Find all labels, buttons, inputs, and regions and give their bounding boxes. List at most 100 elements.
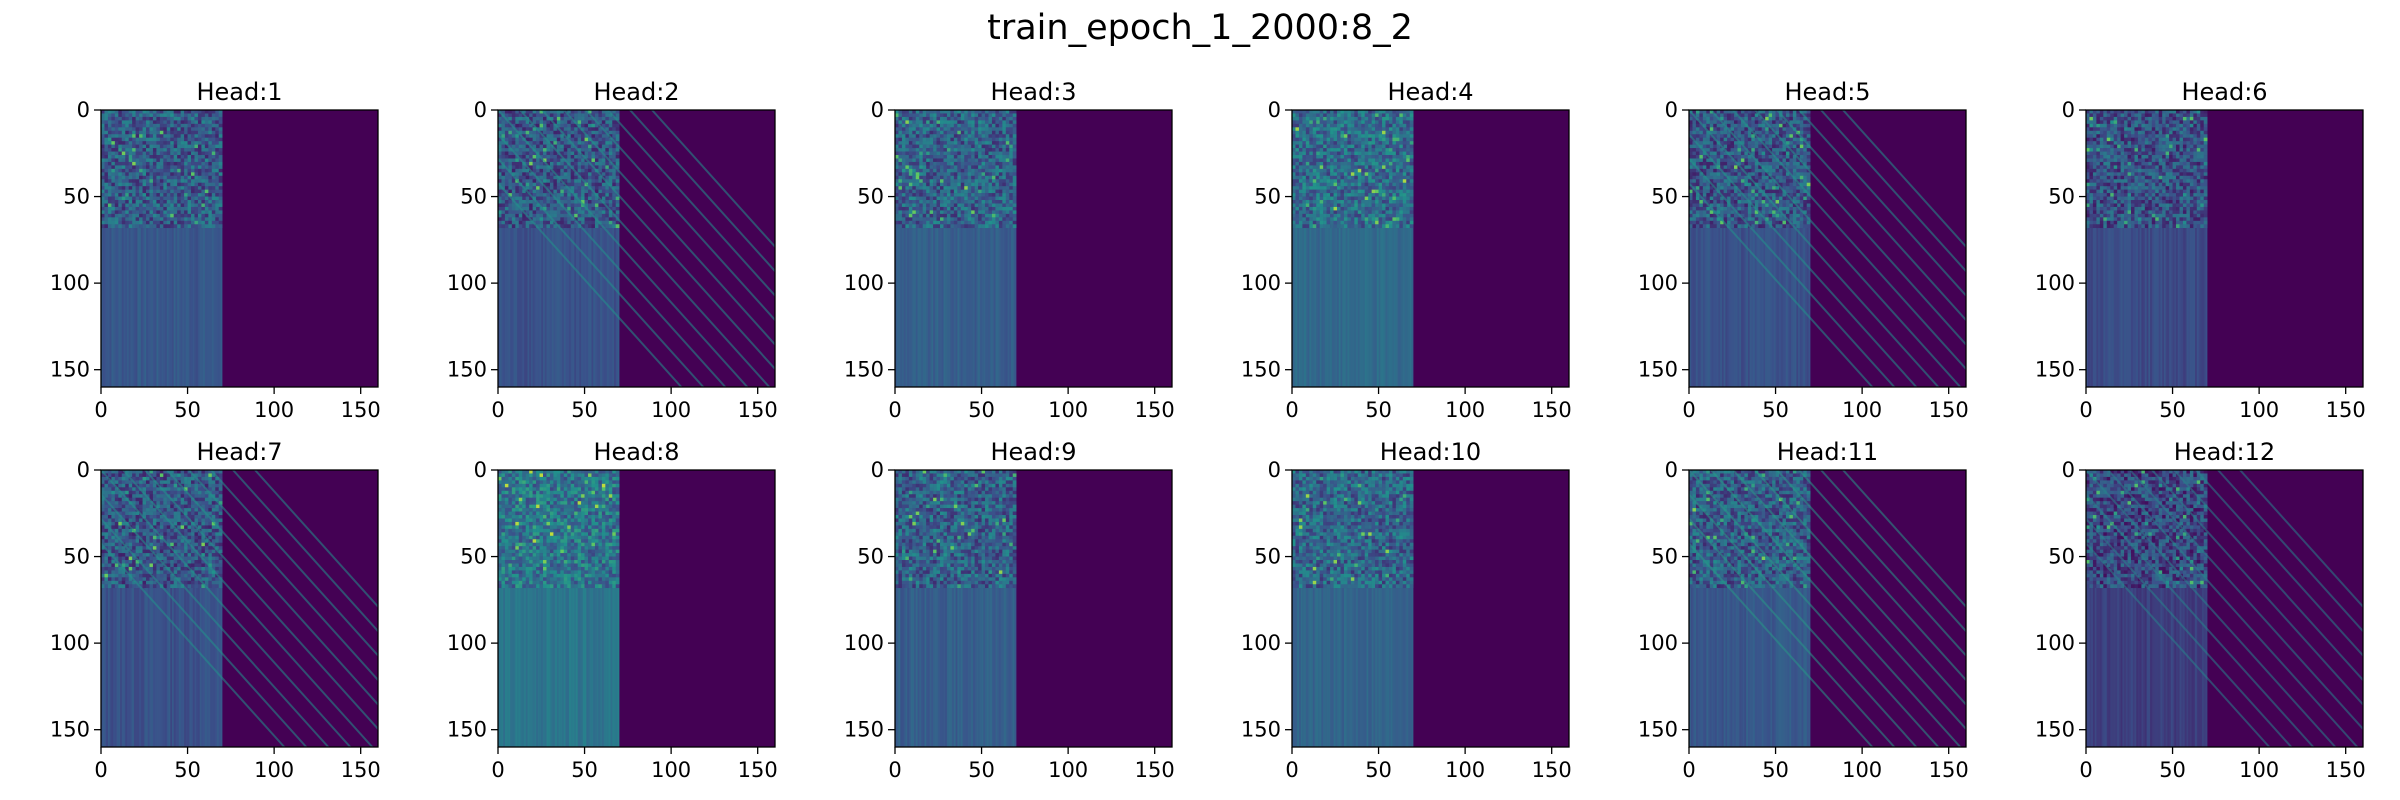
heatmap-cell bbox=[1330, 116, 1334, 121]
heatmap-cell bbox=[933, 220, 937, 225]
heatmap-cell bbox=[1378, 137, 1383, 142]
heatmap-column-streak bbox=[919, 227, 922, 387]
heatmap-cell bbox=[1395, 158, 1400, 163]
heatmap-cell bbox=[950, 141, 955, 145]
heatmap-cell bbox=[104, 186, 109, 190]
heatmap-column-streak bbox=[1307, 227, 1310, 387]
heatmap-cell bbox=[518, 161, 523, 166]
heatmap-cell bbox=[563, 137, 568, 142]
heatmap-cell bbox=[156, 123, 161, 128]
heatmap-cell bbox=[922, 123, 927, 128]
heatmap-cell bbox=[184, 206, 188, 211]
heatmap-cell bbox=[971, 217, 975, 222]
heatmap-cell bbox=[978, 120, 982, 125]
heatmap-cell bbox=[905, 155, 910, 159]
heatmap-cell bbox=[159, 155, 164, 159]
heatmap-cell bbox=[929, 127, 934, 132]
heatmap-cell bbox=[985, 120, 989, 125]
heatmap-cell bbox=[608, 224, 613, 229]
heatmap-column-streak bbox=[907, 227, 910, 387]
heatmap-cell bbox=[1343, 213, 1348, 218]
heatmap-cell bbox=[612, 155, 617, 159]
heatmap-column-streak bbox=[203, 227, 206, 387]
heatmap-cell bbox=[978, 168, 982, 173]
heatmap-cell bbox=[995, 179, 1000, 184]
heatmap-column-streak bbox=[1293, 227, 1296, 387]
heatmap-diagonal-stripe bbox=[498, 110, 749, 387]
heatmap-cell bbox=[518, 165, 523, 170]
heatmap-cell bbox=[612, 110, 617, 114]
heatmap-cell bbox=[549, 200, 554, 204]
heatmap-cell bbox=[1354, 127, 1359, 132]
heatmap-cell bbox=[1350, 158, 1355, 163]
heatmap-column-streak bbox=[106, 227, 109, 387]
heatmap-cell bbox=[104, 200, 109, 204]
heatmap-cell bbox=[1302, 196, 1307, 201]
heatmap-cell bbox=[912, 175, 917, 180]
heatmap-cell bbox=[574, 172, 578, 177]
heatmap-cell bbox=[1375, 189, 1379, 194]
heatmap-cell bbox=[919, 120, 923, 125]
heatmap-cell bbox=[574, 127, 578, 132]
heatmap-cell bbox=[1382, 210, 1386, 215]
heatmap-cell bbox=[1361, 116, 1366, 121]
heatmap-cell bbox=[1302, 179, 1307, 184]
heatmap-cell bbox=[943, 182, 948, 187]
heatmap-cell bbox=[1402, 120, 1407, 125]
heatmap-cell bbox=[1399, 148, 1404, 152]
heatmap-cell bbox=[584, 217, 589, 222]
heatmap-cell bbox=[953, 148, 958, 152]
heatmap-cell bbox=[1409, 165, 1414, 170]
heatmap-cell bbox=[953, 217, 958, 222]
heatmap-cell bbox=[1347, 200, 1352, 204]
heatmap-cell bbox=[204, 200, 209, 204]
heatmap-cell bbox=[1295, 165, 1300, 170]
heatmap-cell bbox=[104, 130, 109, 135]
heatmap-cell bbox=[1009, 168, 1014, 173]
heatmap-cell bbox=[1361, 203, 1366, 208]
heatmap-cell bbox=[111, 220, 116, 225]
heatmap-cell bbox=[152, 196, 157, 201]
heatmap-cell bbox=[111, 151, 116, 156]
heatmap-cell bbox=[553, 130, 558, 135]
heatmap-column-streak bbox=[596, 227, 599, 387]
heatmap-cell bbox=[1354, 158, 1359, 163]
heatmap-cell bbox=[570, 148, 575, 152]
heatmap-cell bbox=[156, 165, 161, 170]
heatmap-cell bbox=[184, 130, 188, 135]
heatmap-cell bbox=[898, 220, 903, 225]
heatmap-cell bbox=[177, 165, 181, 170]
heatmap-cell bbox=[1354, 110, 1359, 114]
heatmap-cell bbox=[1330, 203, 1334, 208]
heatmap-cell bbox=[950, 172, 955, 177]
heatmap-cell bbox=[553, 189, 558, 194]
heatmap-cell bbox=[1326, 148, 1331, 152]
heatmap-cell bbox=[991, 158, 996, 163]
heatmap-cell bbox=[577, 210, 582, 215]
heatmap-cell bbox=[1005, 196, 1010, 201]
heatmap-column-streak bbox=[1362, 227, 1366, 387]
heatmap-cell bbox=[1409, 193, 1414, 197]
heatmap-cell bbox=[132, 130, 136, 135]
heatmap-cell bbox=[950, 161, 955, 166]
heatmap-cell bbox=[936, 168, 941, 173]
heatmap-cell bbox=[926, 193, 930, 197]
heatmap-cell bbox=[988, 196, 993, 201]
heatmap-cell bbox=[180, 193, 185, 197]
heatmap-cell bbox=[163, 165, 168, 170]
heatmap-cell bbox=[1312, 189, 1317, 194]
heatmap-cell bbox=[1364, 182, 1369, 187]
heatmap-cell bbox=[1347, 193, 1352, 197]
heatmap-cell bbox=[988, 224, 993, 229]
heatmap-cell bbox=[1399, 200, 1404, 204]
heatmap-cell bbox=[574, 193, 578, 197]
heatmap-cell bbox=[612, 168, 617, 173]
heatmap-cell bbox=[166, 224, 171, 229]
heatmap-cell bbox=[156, 144, 161, 149]
heatmap-column-streak bbox=[551, 227, 554, 387]
heatmap-column-streak bbox=[1392, 227, 1395, 387]
heatmap-cell bbox=[594, 116, 599, 121]
heatmap-cell bbox=[563, 175, 568, 180]
heatmap-cell bbox=[498, 168, 502, 173]
heatmap-column-streak bbox=[177, 227, 180, 387]
